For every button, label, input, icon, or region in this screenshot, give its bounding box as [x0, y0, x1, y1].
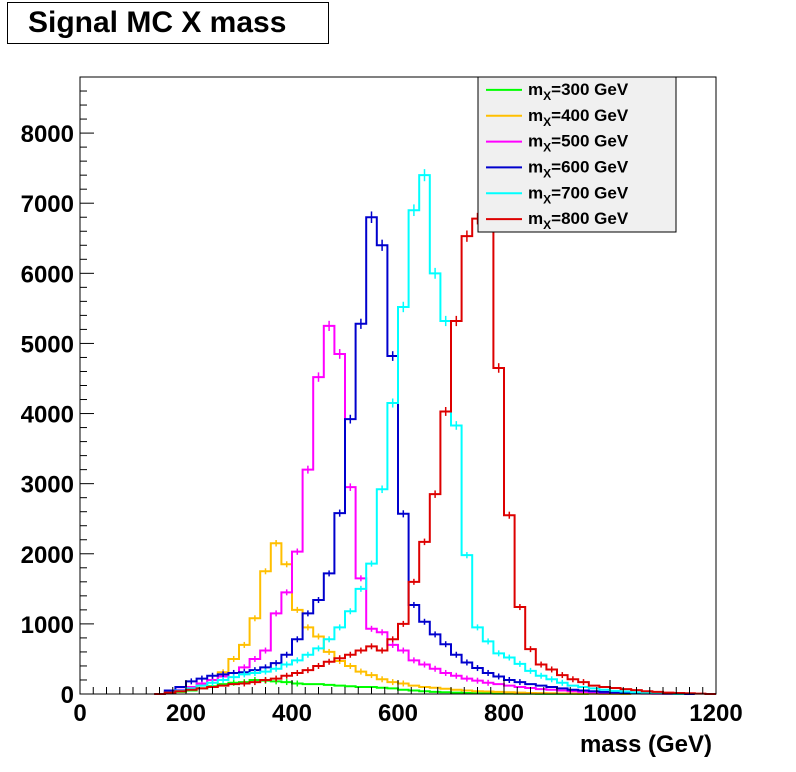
series-line: [154, 324, 685, 695]
legend-entry: mX=700 GeV: [486, 183, 629, 206]
y-tick-label: 1000: [21, 612, 74, 639]
y-tick-label: 5000: [21, 331, 74, 358]
y-tick-label: 6000: [21, 261, 74, 288]
histogram-series-group: [154, 169, 716, 695]
chart-title: Signal MC X mass: [7, 2, 329, 44]
series-6: [154, 183, 716, 695]
y-tick-label: 2000: [21, 542, 74, 569]
legend-label: mX=800 GeV: [528, 209, 629, 232]
legend-label: mX=600 GeV: [528, 157, 629, 180]
legend-entry: mX=300 GeV: [486, 80, 629, 103]
x-tick-label: 200: [166, 700, 206, 727]
x-tick-label: 600: [378, 700, 418, 727]
x-tick-label: 1000: [583, 700, 636, 727]
legend-entry: mX=800 GeV: [486, 209, 629, 232]
x-tick-label: 800: [484, 700, 524, 727]
x-tick-label: 0: [73, 700, 86, 727]
legend-box: [477, 76, 677, 233]
y-tick-label: 0: [61, 682, 74, 709]
legend-label: mX=700 GeV: [528, 183, 629, 206]
y-tick-label: 7000: [21, 191, 74, 218]
y-tick-label: 3000: [21, 472, 74, 499]
series-2: [154, 540, 632, 695]
series-3: [154, 320, 685, 695]
legend-label: mX=500 GeV: [528, 132, 629, 155]
y-tick-label: 8000: [21, 121, 74, 148]
legend-entry: mX=500 GeV: [486, 132, 629, 155]
series-4: [154, 211, 695, 695]
x-tick-label: 400: [272, 700, 312, 727]
series-5: [154, 169, 685, 695]
series-line: [154, 542, 632, 695]
legend-label: mX=300 GeV: [528, 80, 629, 103]
y-tick-label: 4000: [21, 402, 74, 429]
legend-entry: mX=400 GeV: [486, 106, 629, 129]
legend-label: mX=400 GeV: [528, 106, 629, 129]
chart-axes: 0 200 400 600 800 1000 1200 0 1000 2000 3000 4000 50…: [21, 76, 743, 758]
series-line: [154, 188, 716, 695]
x-tick-label: 1200: [689, 700, 742, 727]
x-axis-label: mass (GeV): [580, 731, 712, 758]
legend-entry: mX=600 GeV: [486, 157, 629, 180]
